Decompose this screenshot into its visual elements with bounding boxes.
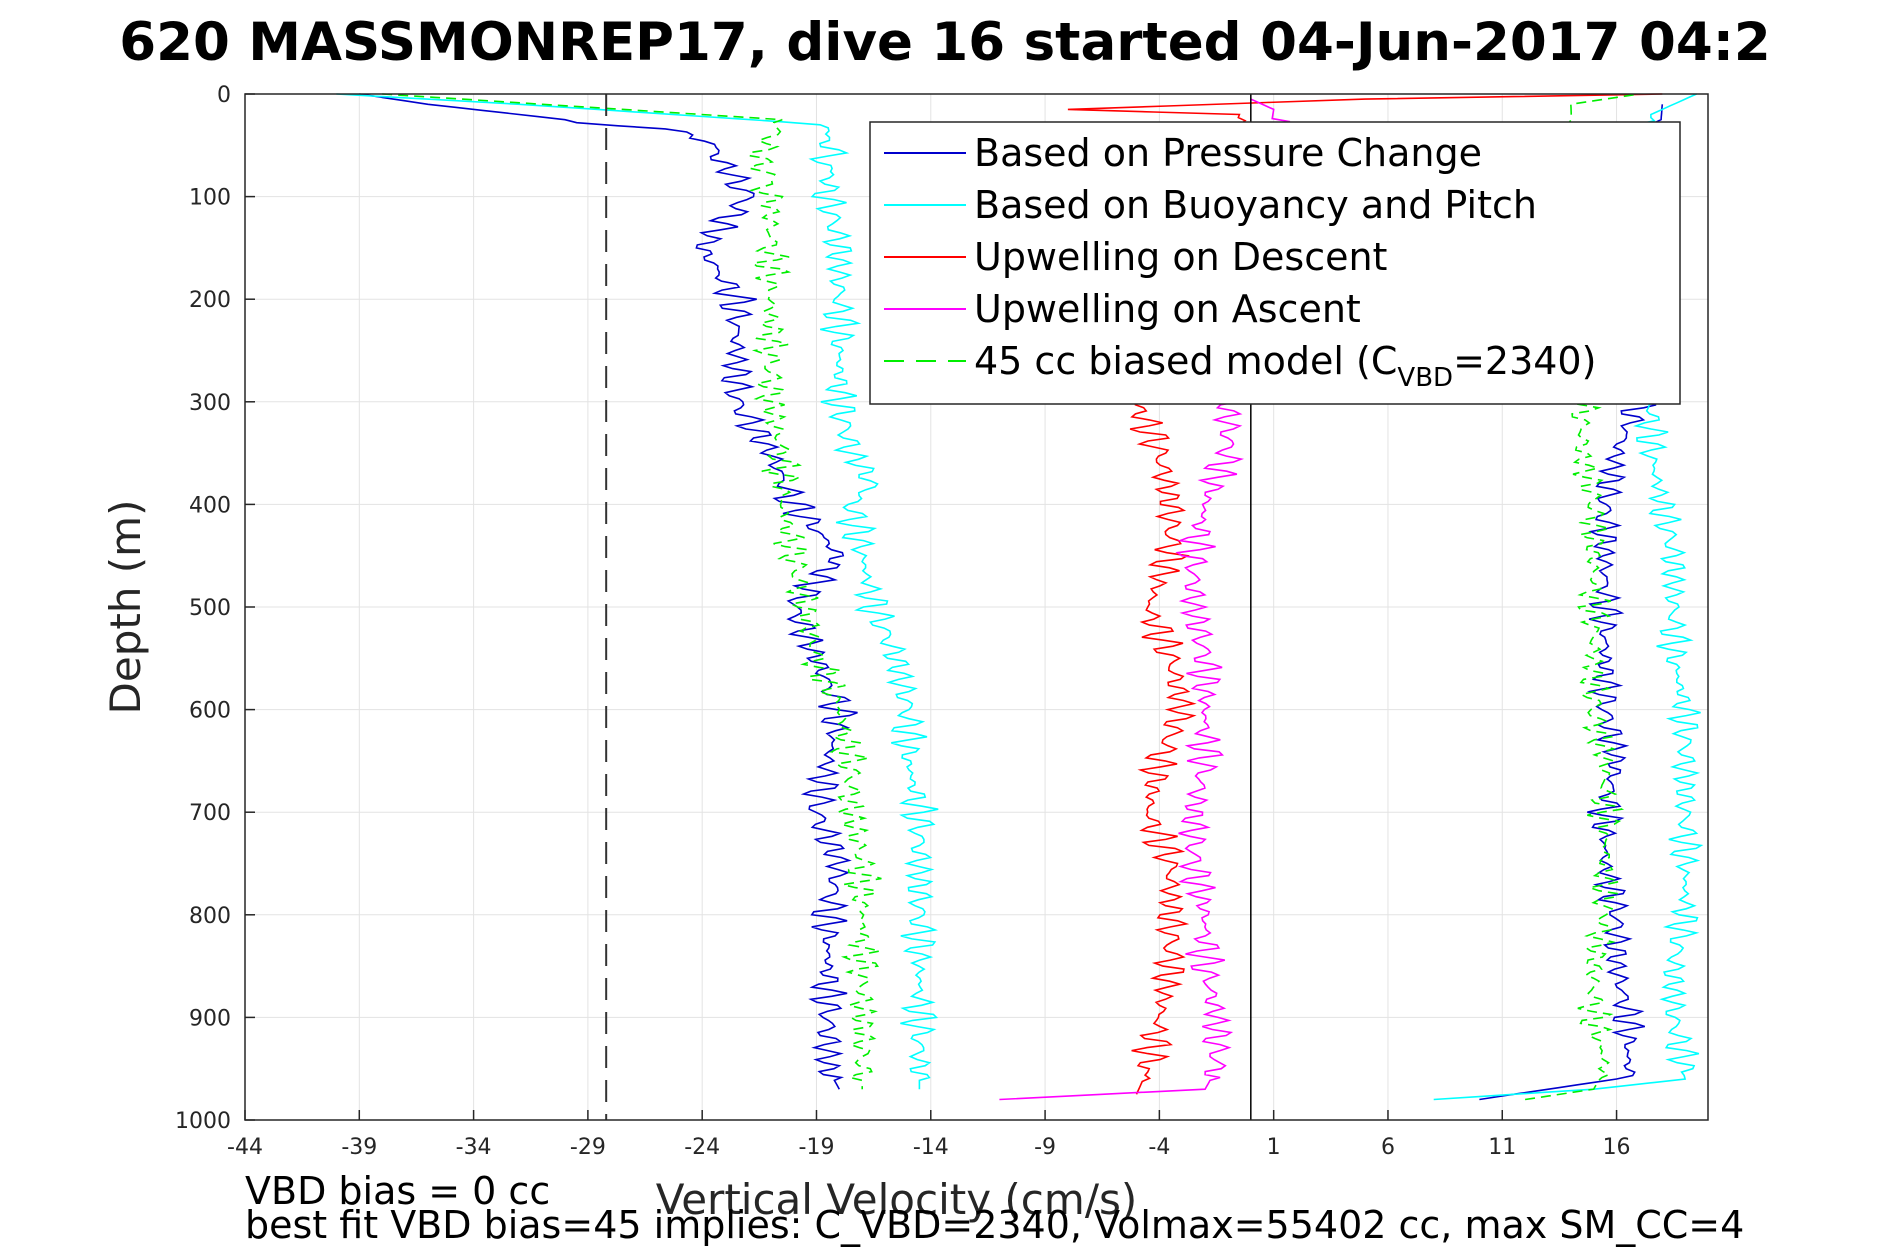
x-tick-label: 1	[1267, 1135, 1281, 1160]
y-tick-label: 400	[189, 493, 231, 518]
footer-line-2: best fit VBD bias=45 implies: C_VBD=2340…	[245, 1203, 1744, 1247]
y-tick-label: 100	[189, 186, 231, 211]
y-tick-label: 200	[189, 288, 231, 313]
y-tick-label: 600	[189, 699, 231, 724]
y-tick-label: 800	[189, 904, 231, 929]
legend-label: Based on Buoyancy and Pitch	[974, 183, 1537, 227]
chart-title: 620 MASSMONREP17, dive 16 started 04-Jun…	[119, 12, 1771, 73]
y-axis-label: Depth (m)	[101, 500, 150, 715]
x-tick-label: -9	[1034, 1135, 1056, 1160]
x-axis-ticks: -44 -39 -34 -29 -24 -19 -14 -9 -4 1 6 11 16	[227, 1110, 1631, 1160]
y-tick-label: 700	[189, 801, 231, 826]
x-tick-label: -24	[684, 1135, 720, 1160]
y-tick-label: 500	[189, 596, 231, 621]
y-tick-label: 300	[189, 391, 231, 416]
legend-label: Upwelling on Ascent	[974, 287, 1361, 331]
legend-label: Based on Pressure Change	[974, 131, 1482, 175]
legend-label-tail: =2340)	[1453, 339, 1596, 383]
x-tick-label: -34	[456, 1135, 492, 1160]
legend-subscript: VBD	[1397, 363, 1453, 393]
x-tick-label: 11	[1488, 1135, 1516, 1160]
footer-line-1: VBD bias = 0 cc	[245, 1169, 550, 1213]
plot-area	[336, 93, 1704, 1101]
legend-item-based-on-pressure-change: Based on Pressure Change	[884, 131, 1482, 175]
x-tick-label: -39	[341, 1135, 377, 1160]
x-tick-label: -29	[570, 1135, 606, 1160]
legend-item-upwelling-on-ascent: Upwelling on Ascent	[884, 287, 1361, 331]
legend: Based on Pressure Change Based on Buoyanc…	[869, 121, 1681, 405]
legend-item-based-on-buoyancy-and-pitch: Based on Buoyancy and Pitch	[884, 183, 1537, 227]
legend-item-upwelling-on-descent: Upwelling on Descent	[884, 235, 1387, 279]
legend-label: Upwelling on Descent	[974, 235, 1387, 279]
x-tick-label: -19	[799, 1135, 835, 1160]
x-axis-label: Vertical Velocity (cm/s)	[656, 1175, 1137, 1224]
x-tick-label: -14	[913, 1135, 949, 1160]
legend-box	[869, 121, 1681, 405]
footer-notes: VBD bias = 0 cc best fit VBD bias=45 imp…	[245, 1169, 1744, 1247]
y-tick-label: 1000	[175, 1109, 231, 1134]
y-tick-label: 900	[189, 1006, 231, 1031]
y-axis-ticks: 0 100 200 300 400 500 600 700 800 900 1000	[175, 83, 255, 1134]
x-tick-label: 16	[1603, 1135, 1631, 1160]
x-tick-label: -44	[227, 1135, 263, 1160]
x-tick-label: -4	[1148, 1135, 1170, 1160]
y-tick-label: 0	[217, 83, 231, 108]
x-tick-label: 6	[1381, 1135, 1395, 1160]
